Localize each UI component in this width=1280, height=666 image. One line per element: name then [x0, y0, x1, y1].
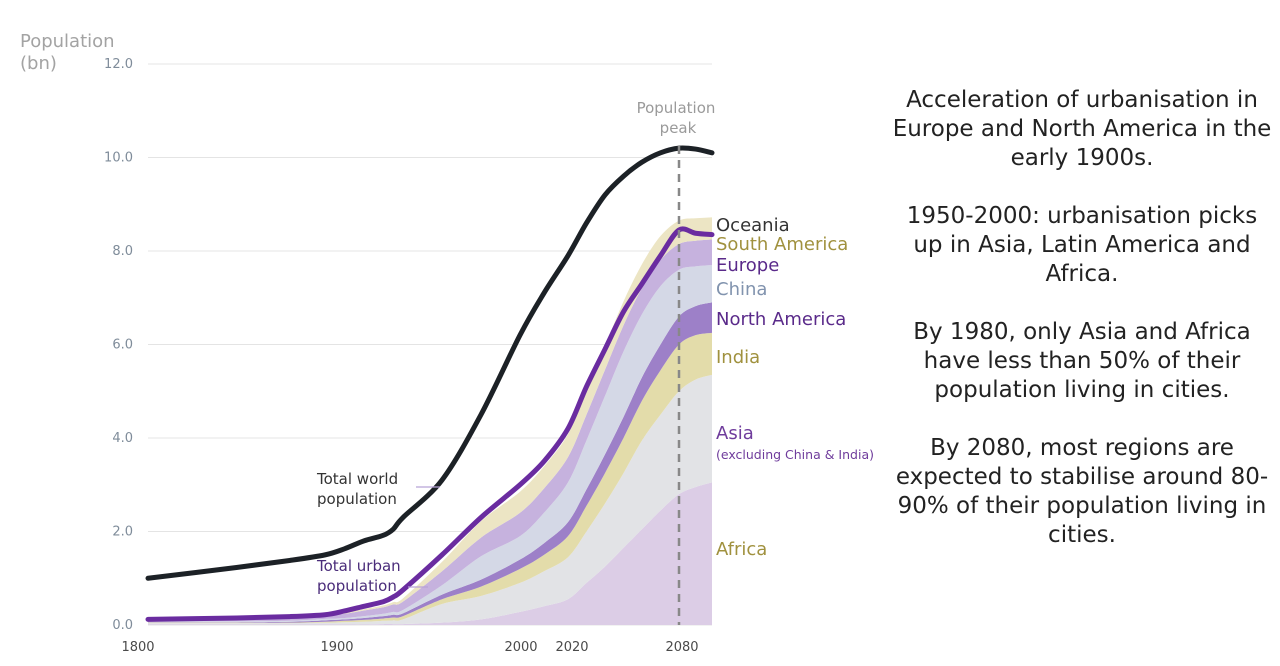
- y-axis-label-line-1: Population: [20, 31, 115, 52]
- world-annotation-line-2: population: [317, 490, 397, 508]
- region-label-asia: Asia: [716, 423, 754, 444]
- x-tick-label: 2020: [555, 640, 588, 655]
- area-asia-excluding-china-india: [148, 374, 712, 625]
- region-label-europe: Europe: [716, 255, 779, 276]
- note-3: By 1980, only Asia and Africa have less …: [913, 319, 1251, 403]
- region-label-africa: Africa: [716, 539, 767, 560]
- x-axis-ticks: 1800 1900 2000 2020 2080: [121, 640, 698, 655]
- x-tick-label: 2000: [504, 640, 537, 655]
- area-south-america: [148, 217, 712, 621]
- notes-panel: Acceleration of urbanisation in Europe a…: [892, 86, 1272, 579]
- grid: [148, 63, 712, 626]
- y-tick-label: 2.0: [112, 525, 133, 540]
- region-label-north-america: North America: [716, 309, 846, 330]
- y-axis-ticks: 0.0 2.0 4.0 6.0 8.0 10.0 12.0: [104, 57, 133, 633]
- urban-annotation-line-2: population: [317, 577, 397, 595]
- note-2: 1950-2000: urbanisation picks up in Asia…: [906, 203, 1258, 287]
- region-label-oceania: Oceania: [716, 215, 790, 236]
- line-total-world-population: [145, 145, 715, 581]
- x-tick-label: 1800: [121, 640, 154, 655]
- y-tick-label: 10.0: [104, 151, 133, 166]
- region-label-china: China: [716, 279, 767, 300]
- note-1: Acceleration of urbanisation in Europe a…: [892, 87, 1272, 171]
- peak-label-line-2: peak: [660, 119, 697, 137]
- y-tick-label: 0.0: [112, 618, 133, 633]
- y-tick-label: 6.0: [112, 338, 133, 353]
- area-europe: [148, 239, 712, 622]
- x-tick-label: 2080: [665, 640, 698, 655]
- note-4: By 2080, most regions are expected to st…: [895, 435, 1269, 548]
- y-tick-label: 8.0: [112, 244, 133, 259]
- y-tick-label: 4.0: [112, 431, 133, 446]
- line-total-urban-population: [145, 226, 715, 622]
- series-lines: [145, 145, 715, 622]
- y-axis-label-line-2: (bn): [20, 53, 57, 74]
- y-tick-label: 12.0: [104, 57, 133, 72]
- x-tick-label: 1900: [320, 640, 353, 655]
- stacked-areas: [148, 217, 712, 625]
- urban-annotation-line-1: Total urban: [316, 557, 401, 575]
- region-label-south-america: South America: [716, 234, 848, 255]
- peak-label-line-1: Population: [637, 99, 716, 117]
- world-annotation-line-1: Total world: [316, 470, 398, 488]
- area-china: [148, 265, 712, 623]
- region-sublabel-asia: (excluding China & India): [716, 447, 874, 462]
- urbanisation-chart: 0.0 2.0 4.0 6.0 8.0 10.0 12.0 1800 1900 2000 2020…: [20, 31, 874, 655]
- region-label-india: India: [716, 347, 760, 368]
- area-africa: [148, 482, 712, 625]
- area-india: [148, 332, 712, 624]
